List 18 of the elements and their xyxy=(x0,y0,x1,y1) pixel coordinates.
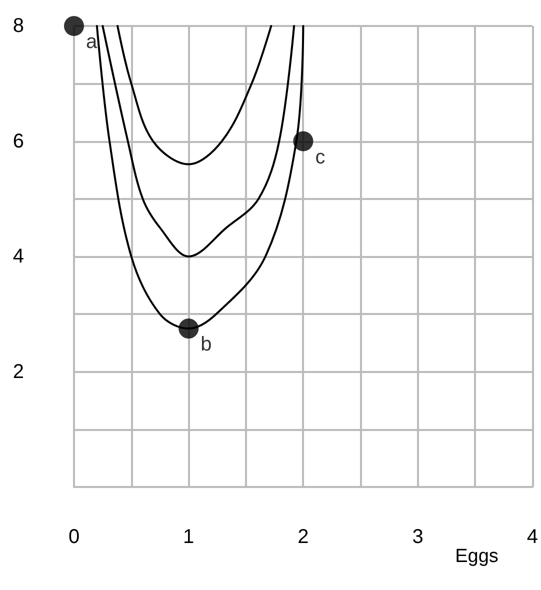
x-tick-label: 0 xyxy=(68,526,80,548)
point xyxy=(178,318,199,339)
y-tick-label: 2 xyxy=(12,360,24,383)
point xyxy=(293,131,314,152)
x-tick-label: 3 xyxy=(412,526,424,548)
x-tick-label: 4 xyxy=(526,526,538,548)
x-tick-label: 2 xyxy=(298,526,309,548)
annotation: c xyxy=(315,146,326,168)
x-tick-label: 1 xyxy=(183,526,194,548)
y-tick-label: 4 xyxy=(12,246,24,268)
annotation: a xyxy=(86,31,98,53)
y-tick-label: 6 xyxy=(12,130,24,152)
annotation: b xyxy=(200,334,212,356)
x-axis-title: Eggs xyxy=(455,546,498,567)
point xyxy=(64,16,84,36)
y-tick-label: 8 xyxy=(12,15,24,37)
line-series xyxy=(116,25,272,166)
line-series xyxy=(102,25,296,258)
